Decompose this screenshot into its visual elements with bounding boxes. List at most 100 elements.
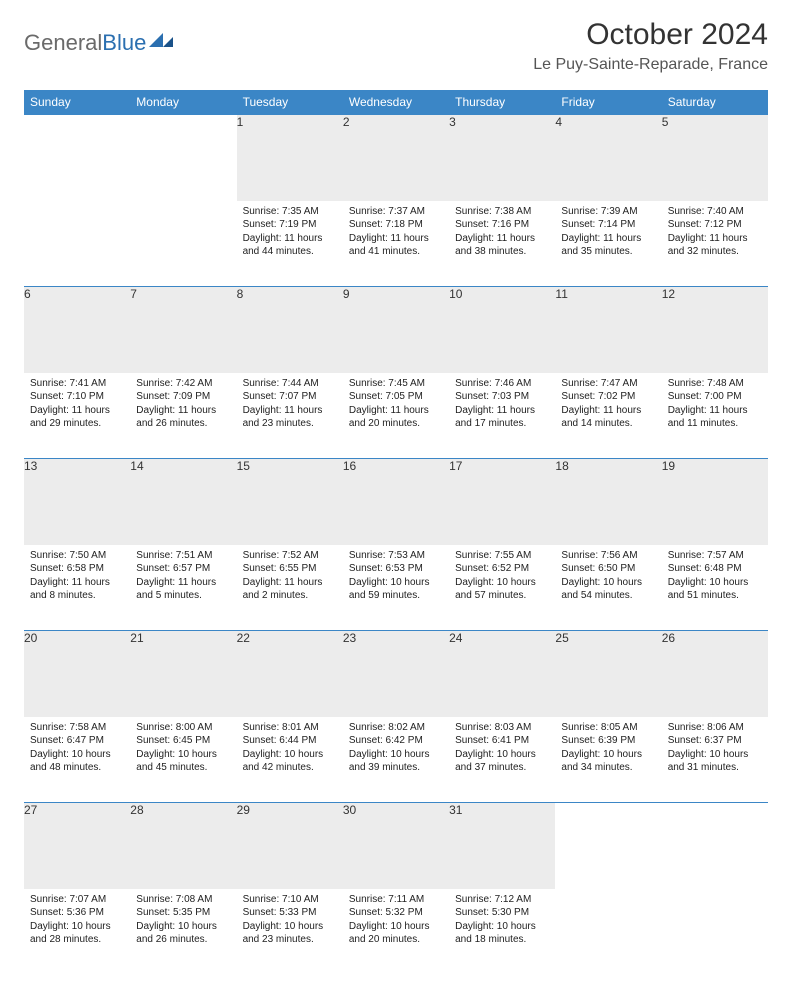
day-details: Sunrise: 8:00 AMSunset: 6:45 PMDaylight:… <box>130 717 236 781</box>
day-content-cell: Sunrise: 7:44 AMSunset: 7:07 PMDaylight:… <box>237 373 343 459</box>
sunset-line: Sunset: 6:48 PM <box>668 562 762 576</box>
sunset-line: Sunset: 7:00 PM <box>668 390 762 404</box>
day-number-cell: 26 <box>662 631 768 717</box>
content-row: Sunrise: 7:07 AMSunset: 5:36 PMDaylight:… <box>24 889 768 975</box>
daylight-line: Daylight: 10 hours and 23 minutes. <box>243 920 337 947</box>
weekday-header: Friday <box>555 90 661 115</box>
daylight-line: Daylight: 10 hours and 26 minutes. <box>136 920 230 947</box>
sunset-line: Sunset: 7:05 PM <box>349 390 443 404</box>
sunrise-line: Sunrise: 7:39 AM <box>561 205 655 219</box>
day-details: Sunrise: 7:08 AMSunset: 5:35 PMDaylight:… <box>130 889 236 953</box>
day-details: Sunrise: 7:39 AMSunset: 7:14 PMDaylight:… <box>555 201 661 265</box>
location-label: Le Puy-Sainte-Reparade, France <box>533 56 768 74</box>
day-details: Sunrise: 7:07 AMSunset: 5:36 PMDaylight:… <box>24 889 130 953</box>
sunrise-line: Sunrise: 7:51 AM <box>136 549 230 563</box>
day-content-cell: Sunrise: 7:07 AMSunset: 5:36 PMDaylight:… <box>24 889 130 975</box>
day-content-cell <box>555 889 661 975</box>
day-content-cell <box>130 201 236 287</box>
day-details: Sunrise: 7:57 AMSunset: 6:48 PMDaylight:… <box>662 545 768 609</box>
day-details: Sunrise: 7:11 AMSunset: 5:32 PMDaylight:… <box>343 889 449 953</box>
sunrise-line: Sunrise: 7:12 AM <box>455 893 549 907</box>
daylight-line: Daylight: 10 hours and 20 minutes. <box>349 920 443 947</box>
sunrise-line: Sunrise: 8:05 AM <box>561 721 655 735</box>
daylight-line: Daylight: 11 hours and 41 minutes. <box>349 232 443 259</box>
sunrise-line: Sunrise: 7:35 AM <box>243 205 337 219</box>
sunset-line: Sunset: 6:39 PM <box>561 734 655 748</box>
day-content-cell: Sunrise: 8:02 AMSunset: 6:42 PMDaylight:… <box>343 717 449 803</box>
daylight-line: Daylight: 10 hours and 37 minutes. <box>455 748 549 775</box>
day-details: Sunrise: 7:42 AMSunset: 7:09 PMDaylight:… <box>130 373 236 437</box>
day-number-cell: 2 <box>343 115 449 201</box>
day-details: Sunrise: 7:56 AMSunset: 6:50 PMDaylight:… <box>555 545 661 609</box>
sunrise-line: Sunrise: 7:52 AM <box>243 549 337 563</box>
daylight-line: Daylight: 10 hours and 34 minutes. <box>561 748 655 775</box>
weekday-header: Saturday <box>662 90 768 115</box>
day-number-cell: 4 <box>555 115 661 201</box>
day-details: Sunrise: 7:12 AMSunset: 5:30 PMDaylight:… <box>449 889 555 953</box>
daylight-line: Daylight: 11 hours and 20 minutes. <box>349 404 443 431</box>
day-details: Sunrise: 7:55 AMSunset: 6:52 PMDaylight:… <box>449 545 555 609</box>
day-number-cell: 6 <box>24 287 130 373</box>
day-content-cell: Sunrise: 7:11 AMSunset: 5:32 PMDaylight:… <box>343 889 449 975</box>
day-details: Sunrise: 7:41 AMSunset: 7:10 PMDaylight:… <box>24 373 130 437</box>
sunset-line: Sunset: 6:52 PM <box>455 562 549 576</box>
day-content-cell: Sunrise: 7:56 AMSunset: 6:50 PMDaylight:… <box>555 545 661 631</box>
day-details: Sunrise: 7:45 AMSunset: 7:05 PMDaylight:… <box>343 373 449 437</box>
daylight-line: Daylight: 11 hours and 38 minutes. <box>455 232 549 259</box>
daylight-line: Daylight: 10 hours and 39 minutes. <box>349 748 443 775</box>
sunset-line: Sunset: 6:57 PM <box>136 562 230 576</box>
day-content-cell <box>24 201 130 287</box>
daynum-row: 6789101112 <box>24 287 768 373</box>
daylight-line: Daylight: 10 hours and 31 minutes. <box>668 748 762 775</box>
content-row: Sunrise: 7:58 AMSunset: 6:47 PMDaylight:… <box>24 717 768 803</box>
day-content-cell: Sunrise: 7:35 AMSunset: 7:19 PMDaylight:… <box>237 201 343 287</box>
daylight-line: Daylight: 11 hours and 17 minutes. <box>455 404 549 431</box>
day-content-cell: Sunrise: 7:39 AMSunset: 7:14 PMDaylight:… <box>555 201 661 287</box>
day-number-cell: 15 <box>237 459 343 545</box>
day-number-cell: 18 <box>555 459 661 545</box>
day-details: Sunrise: 7:50 AMSunset: 6:58 PMDaylight:… <box>24 545 130 609</box>
logo-text: GeneralBlue <box>24 30 146 56</box>
calendar-body: 12345 Sunrise: 7:35 AMSunset: 7:19 PMDay… <box>24 115 768 975</box>
day-details: Sunrise: 7:40 AMSunset: 7:12 PMDaylight:… <box>662 201 768 265</box>
day-content-cell: Sunrise: 7:10 AMSunset: 5:33 PMDaylight:… <box>237 889 343 975</box>
day-content-cell: Sunrise: 7:51 AMSunset: 6:57 PMDaylight:… <box>130 545 236 631</box>
day-number-cell: 25 <box>555 631 661 717</box>
day-content-cell: Sunrise: 7:41 AMSunset: 7:10 PMDaylight:… <box>24 373 130 459</box>
day-details: Sunrise: 7:48 AMSunset: 7:00 PMDaylight:… <box>662 373 768 437</box>
day-details: Sunrise: 7:10 AMSunset: 5:33 PMDaylight:… <box>237 889 343 953</box>
sunset-line: Sunset: 7:07 PM <box>243 390 337 404</box>
sunset-line: Sunset: 6:50 PM <box>561 562 655 576</box>
daynum-row: 20212223242526 <box>24 631 768 717</box>
day-details: Sunrise: 8:03 AMSunset: 6:41 PMDaylight:… <box>449 717 555 781</box>
day-number-cell: 11 <box>555 287 661 373</box>
month-title: October 2024 <box>533 18 768 52</box>
day-number-cell: 30 <box>343 803 449 889</box>
day-number-cell: 3 <box>449 115 555 201</box>
sunset-line: Sunset: 7:14 PM <box>561 218 655 232</box>
day-content-cell: Sunrise: 7:38 AMSunset: 7:16 PMDaylight:… <box>449 201 555 287</box>
sunset-line: Sunset: 6:44 PM <box>243 734 337 748</box>
day-number-cell: 9 <box>343 287 449 373</box>
sunset-line: Sunset: 5:30 PM <box>455 906 549 920</box>
logo-blue: Blue <box>102 30 146 55</box>
sunset-line: Sunset: 6:58 PM <box>30 562 124 576</box>
sunset-line: Sunset: 6:41 PM <box>455 734 549 748</box>
weekday-header-row: SundayMondayTuesdayWednesdayThursdayFrid… <box>24 90 768 115</box>
daylight-line: Daylight: 11 hours and 29 minutes. <box>30 404 124 431</box>
sunset-line: Sunset: 5:36 PM <box>30 906 124 920</box>
sunset-line: Sunset: 7:16 PM <box>455 218 549 232</box>
sunset-line: Sunset: 6:45 PM <box>136 734 230 748</box>
sunrise-line: Sunrise: 7:56 AM <box>561 549 655 563</box>
daynum-row: 12345 <box>24 115 768 201</box>
content-row: Sunrise: 7:50 AMSunset: 6:58 PMDaylight:… <box>24 545 768 631</box>
weekday-header: Monday <box>130 90 236 115</box>
day-content-cell: Sunrise: 7:47 AMSunset: 7:02 PMDaylight:… <box>555 373 661 459</box>
day-number-cell: 5 <box>662 115 768 201</box>
sunrise-line: Sunrise: 8:02 AM <box>349 721 443 735</box>
daylight-line: Daylight: 11 hours and 5 minutes. <box>136 576 230 603</box>
day-content-cell: Sunrise: 8:00 AMSunset: 6:45 PMDaylight:… <box>130 717 236 803</box>
header: GeneralBlue October 2024 Le Puy-Sainte-R… <box>24 18 768 74</box>
day-number-cell: 17 <box>449 459 555 545</box>
day-details: Sunrise: 7:53 AMSunset: 6:53 PMDaylight:… <box>343 545 449 609</box>
